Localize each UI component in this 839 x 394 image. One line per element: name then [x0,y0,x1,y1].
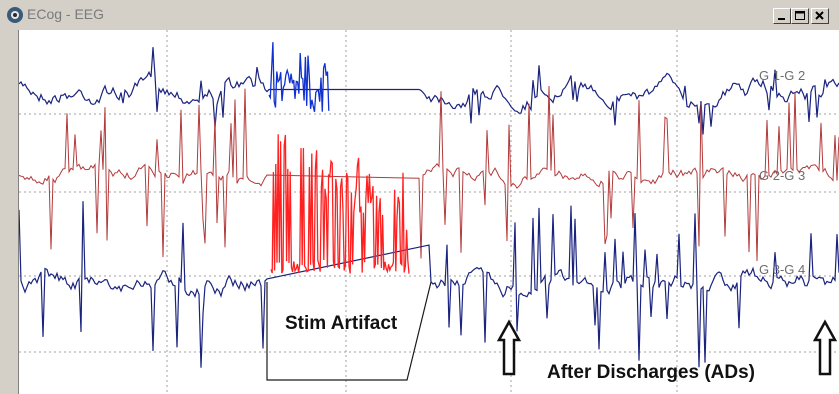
close-button[interactable] [811,8,829,24]
trace-g2-g3 [19,85,839,262]
trace-g3-g4 [19,201,839,368]
after-discharge-arrow-left [496,319,522,376]
window-title: ECog - EEG [27,6,105,22]
channel-label-g2-g3: G 2-G 3 [759,168,806,183]
stim-artifact-label: Stim Artifact [285,313,398,334]
close-icon [815,11,824,20]
eeg-plot-area: G 1-G 2 G 2-G 3 G 3-G 4 Stim Artifact Af… [18,30,839,394]
stim-artifact-burst-red [270,134,410,274]
channel-label-g3-g4: G 3-G 4 [759,262,806,277]
trace-g1-g2 [19,47,839,135]
app-icon [7,7,23,23]
stim-artifact-bracket [266,281,432,381]
stim-artifact-burst-top [268,42,330,112]
after-discharges-label: After Discharges (ADs) [547,362,755,383]
after-discharge-arrow-right [812,319,838,376]
maximize-icon [795,11,805,20]
maximize-button[interactable] [791,8,809,24]
eeg-traces [19,30,839,394]
minimize-icon [778,18,785,20]
channel-label-g1-g2: G 1-G 2 [759,68,806,83]
minimize-button[interactable] [773,8,791,24]
title-bar[interactable]: ECog - EEG [0,0,839,30]
